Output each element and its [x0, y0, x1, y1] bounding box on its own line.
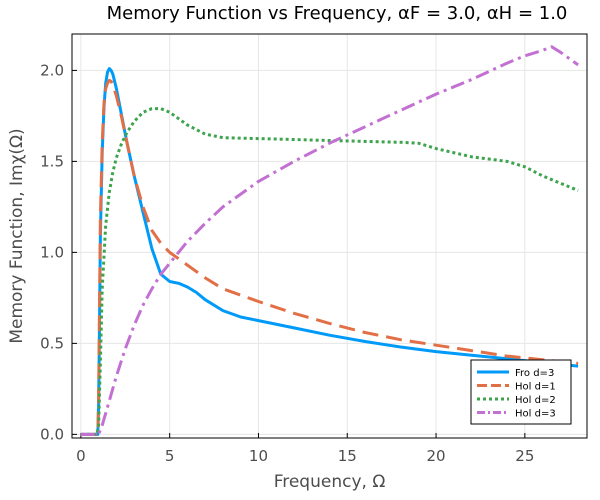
- series-line-2: [80, 78, 579, 436]
- y-axis-label: Memory Function, Imχ(Ω): [7, 128, 27, 343]
- x-tick-label: 25: [515, 447, 534, 465]
- x-tick-label: 5: [165, 447, 175, 465]
- x-axis-label: Frequency, Ω: [274, 472, 386, 492]
- x-tick-label: 0: [76, 447, 86, 465]
- x-tick-label: 10: [249, 447, 268, 465]
- legend-label: Hol d=3: [515, 409, 556, 420]
- series-layer: [80, 45, 579, 436]
- legend-label: Hol d=2: [515, 395, 556, 406]
- series-line-4: [80, 45, 579, 436]
- x-axis-ticks: 0 5 10 15 20 25: [76, 433, 534, 465]
- plot-frame: [71, 33, 588, 439]
- y-tick-label: 1.0: [40, 243, 64, 261]
- chart-title: Memory Function vs Frequency, αF = 3.0, …: [107, 3, 568, 24]
- y-axis-ticks: 0.0 0.5 1.0 1.5 2.0: [40, 61, 77, 443]
- y-tick-label: 0.0: [40, 425, 64, 443]
- legend-label: Hol d=1: [515, 382, 556, 393]
- legend: Fro d=3 Hol d=1 Hol d=2 Hol d=3: [470, 359, 572, 425]
- y-tick-label: 2.0: [40, 61, 64, 79]
- x-tick-label: 20: [427, 447, 446, 465]
- x-tick-label: 15: [338, 447, 357, 465]
- series-line-3: [80, 107, 579, 436]
- legend-label: Fro d=3: [515, 368, 554, 379]
- y-tick-label: 1.5: [40, 152, 64, 170]
- y-tick-label: 0.5: [40, 334, 64, 352]
